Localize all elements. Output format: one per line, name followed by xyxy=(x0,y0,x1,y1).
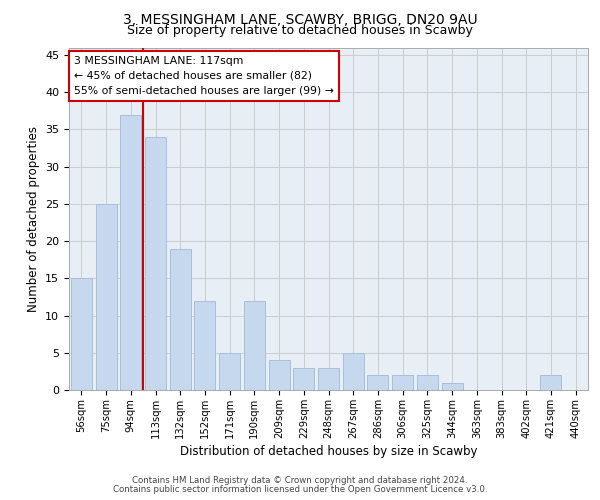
Bar xyxy=(417,375,438,390)
Bar xyxy=(219,353,240,390)
Bar xyxy=(343,353,364,390)
Bar xyxy=(392,375,413,390)
Text: 3, MESSINGHAM LANE, SCAWBY, BRIGG, DN20 9AU: 3, MESSINGHAM LANE, SCAWBY, BRIGG, DN20 … xyxy=(122,12,478,26)
Bar xyxy=(95,204,116,390)
Text: 3 MESSINGHAM LANE: 117sqm
← 45% of detached houses are smaller (82)
55% of semi-: 3 MESSINGHAM LANE: 117sqm ← 45% of detac… xyxy=(74,56,334,96)
Bar xyxy=(170,248,191,390)
Bar xyxy=(541,375,562,390)
Bar xyxy=(244,300,265,390)
Text: Size of property relative to detached houses in Scawby: Size of property relative to detached ho… xyxy=(127,24,473,37)
Text: Contains HM Land Registry data © Crown copyright and database right 2024.: Contains HM Land Registry data © Crown c… xyxy=(132,476,468,485)
Bar xyxy=(318,368,339,390)
Bar xyxy=(367,375,388,390)
Bar xyxy=(194,300,215,390)
Text: Contains public sector information licensed under the Open Government Licence v3: Contains public sector information licen… xyxy=(113,484,487,494)
Bar xyxy=(442,382,463,390)
Bar xyxy=(145,137,166,390)
Text: Distribution of detached houses by size in Scawby: Distribution of detached houses by size … xyxy=(180,444,478,458)
Bar xyxy=(120,114,141,390)
Bar xyxy=(71,278,92,390)
Bar xyxy=(293,368,314,390)
Bar xyxy=(269,360,290,390)
Y-axis label: Number of detached properties: Number of detached properties xyxy=(26,126,40,312)
